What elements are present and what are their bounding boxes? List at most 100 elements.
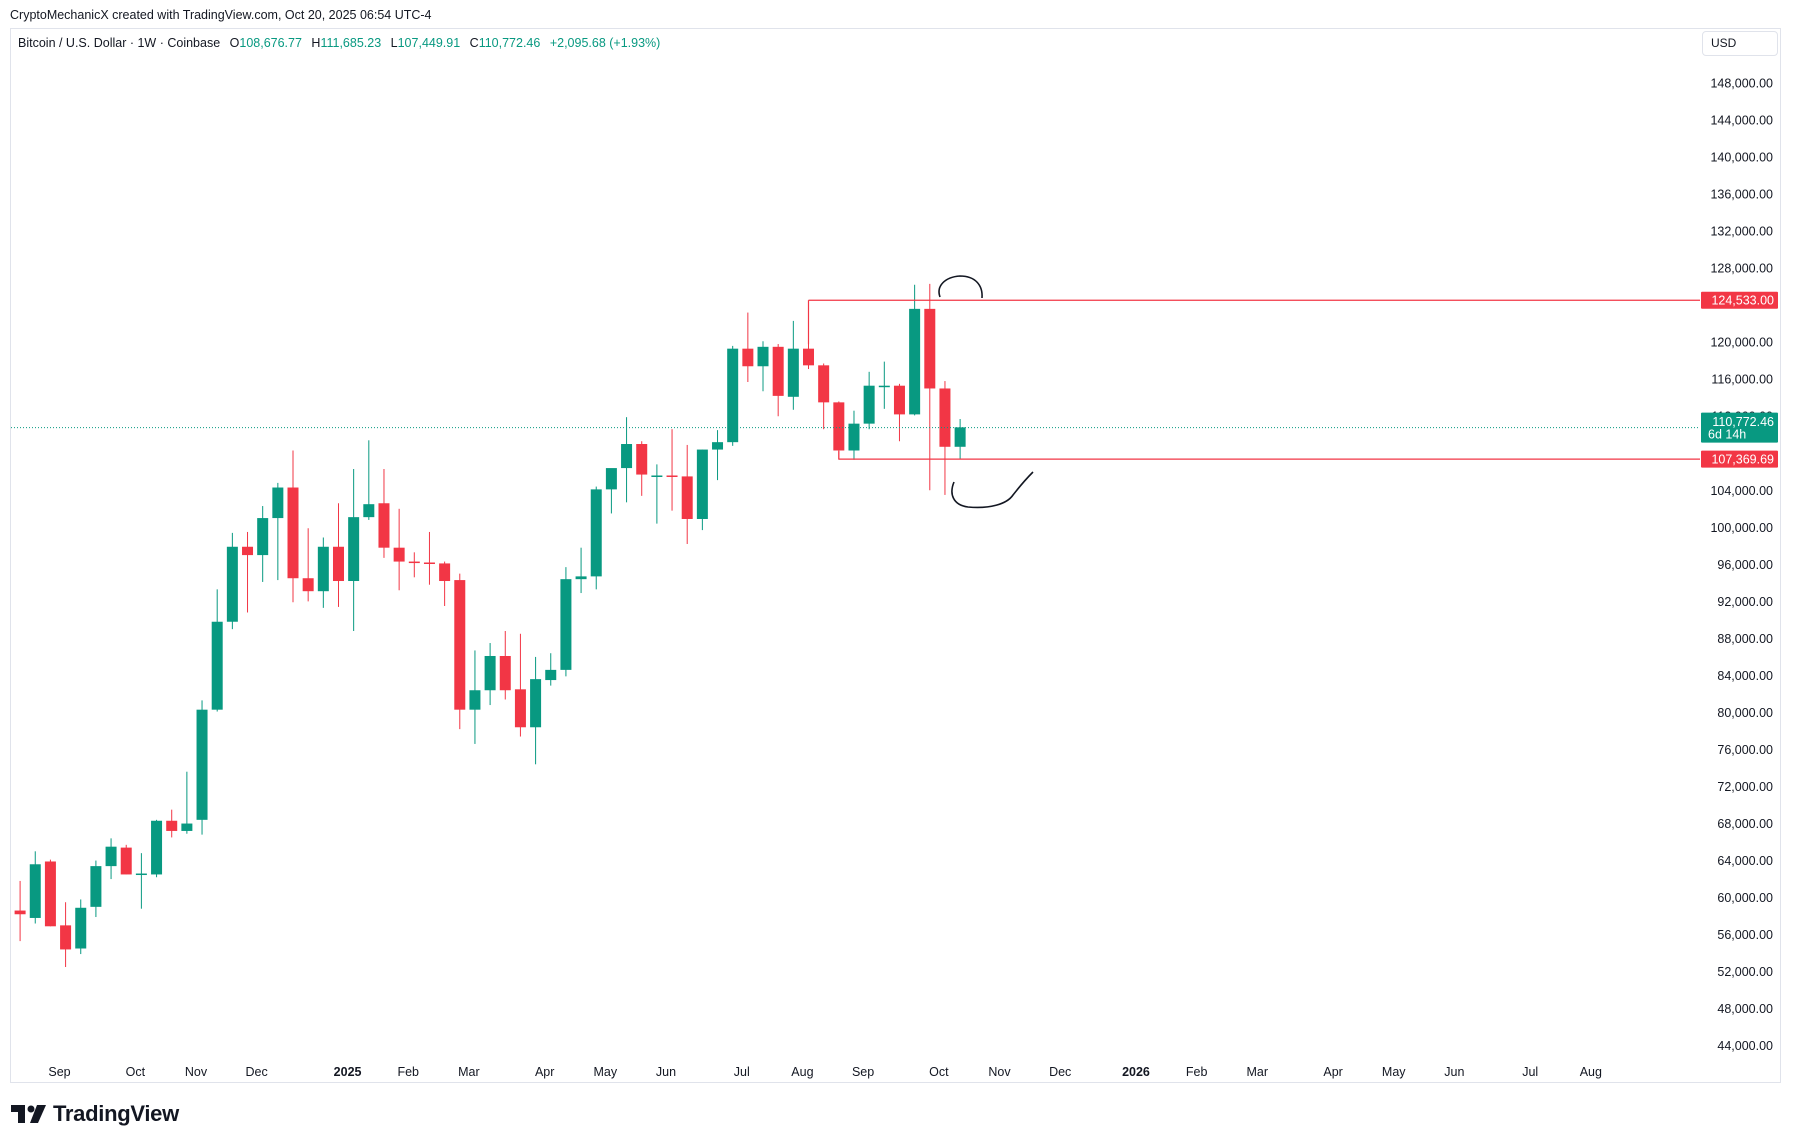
candle-body[interactable] bbox=[818, 365, 830, 403]
time-axis-label: Jul bbox=[734, 1065, 750, 1079]
candle-body[interactable] bbox=[696, 449, 708, 519]
candle-body[interactable] bbox=[560, 579, 572, 670]
tradingview-logo[interactable]: TradingView bbox=[11, 1101, 179, 1127]
candle-body[interactable] bbox=[151, 820, 163, 875]
candle-body[interactable] bbox=[166, 820, 178, 831]
candle-body[interactable] bbox=[302, 578, 314, 592]
time-axis-label: 2026 bbox=[1122, 1065, 1150, 1079]
candle-body[interactable] bbox=[484, 655, 496, 691]
candle-body[interactable] bbox=[530, 679, 542, 728]
time-axis-label: May bbox=[1382, 1065, 1406, 1079]
candle-body[interactable] bbox=[605, 468, 617, 490]
candle-body[interactable] bbox=[242, 546, 254, 556]
candle-body[interactable] bbox=[60, 925, 72, 950]
candle-body[interactable] bbox=[681, 476, 693, 519]
price-axis-label: 96,000.00 bbox=[1717, 558, 1773, 572]
symbol-name[interactable]: Bitcoin / U.S. Dollar · 1W · Coinbase bbox=[18, 36, 221, 50]
candle-body[interactable] bbox=[196, 709, 208, 820]
currency-selector[interactable]: USD bbox=[1702, 31, 1778, 56]
candle-body[interactable] bbox=[636, 444, 648, 475]
time-axis-label: Nov bbox=[185, 1065, 208, 1079]
time-axis-label: Aug bbox=[791, 1065, 813, 1079]
price-axis-label: 140,000.00 bbox=[1710, 151, 1773, 165]
support-price-tag[interactable]: 107,369.69 bbox=[1701, 450, 1778, 468]
time-axis-label: Dec bbox=[246, 1065, 268, 1079]
price-axis-label: 148,000.00 bbox=[1710, 77, 1773, 91]
candle-body[interactable] bbox=[772, 346, 784, 396]
time-axis-label: Feb bbox=[397, 1065, 419, 1079]
candle-body[interactable] bbox=[423, 562, 435, 564]
support-price-tag-bg bbox=[1701, 450, 1778, 468]
candle-body[interactable] bbox=[712, 442, 724, 450]
time-axis-label: Oct bbox=[126, 1065, 146, 1079]
candle-body[interactable] bbox=[848, 423, 860, 451]
candle-body[interactable] bbox=[499, 655, 511, 691]
candle-body[interactable] bbox=[439, 563, 451, 582]
low-value: 107,449.91 bbox=[397, 36, 461, 50]
time-axis-label: Apr bbox=[535, 1065, 554, 1079]
candle-body[interactable] bbox=[666, 475, 678, 477]
candle-body[interactable] bbox=[469, 690, 481, 710]
candle-body[interactable] bbox=[590, 489, 602, 577]
resistance-price-tag-text: 124,533.00 bbox=[1711, 294, 1774, 308]
price-axis-label: 56,000.00 bbox=[1717, 928, 1773, 942]
candle-body[interactable] bbox=[29, 864, 41, 918]
candle-body[interactable] bbox=[621, 444, 633, 469]
candle-body[interactable] bbox=[909, 308, 921, 415]
candle-body[interactable] bbox=[393, 547, 405, 562]
candle-body[interactable] bbox=[742, 348, 754, 367]
candle-body[interactable] bbox=[863, 385, 875, 424]
candle-body[interactable] bbox=[727, 348, 739, 443]
time-axis-label: Mar bbox=[1247, 1065, 1269, 1079]
close-value: 110,772.46 bbox=[478, 36, 541, 50]
candle-body[interactable] bbox=[257, 518, 269, 556]
resistance-price-tag[interactable]: 124,533.00 bbox=[1701, 291, 1778, 309]
candle-body[interactable] bbox=[317, 546, 329, 592]
candle-body[interactable] bbox=[348, 517, 360, 582]
candle-body[interactable] bbox=[833, 402, 845, 451]
time-axis-label: Mar bbox=[458, 1065, 480, 1079]
time-axis-label: 2025 bbox=[334, 1065, 362, 1079]
candle-body[interactable] bbox=[135, 873, 147, 876]
annotation-bottom-bracket bbox=[951, 471, 1034, 509]
candle-body[interactable] bbox=[105, 846, 117, 867]
candle-body[interactable] bbox=[363, 504, 375, 518]
candle-body[interactable] bbox=[120, 847, 132, 875]
candle-body[interactable] bbox=[939, 388, 951, 447]
candle-body[interactable] bbox=[787, 348, 799, 397]
candle-body[interactable] bbox=[332, 546, 344, 582]
candle-body[interactable] bbox=[802, 348, 814, 366]
candle-body[interactable] bbox=[272, 487, 284, 519]
candle-body[interactable] bbox=[651, 475, 663, 477]
candles bbox=[14, 283, 966, 968]
candle-body[interactable] bbox=[44, 861, 56, 927]
candle-body[interactable] bbox=[545, 669, 557, 681]
candle-body[interactable] bbox=[211, 621, 223, 710]
candle-body[interactable] bbox=[226, 546, 238, 622]
price-axis-label: 120,000.00 bbox=[1710, 336, 1773, 350]
price-axis-label: 48,000.00 bbox=[1717, 1002, 1773, 1016]
candle-body[interactable] bbox=[954, 427, 966, 447]
current-price-tag-text: 110,772.46 bbox=[1712, 415, 1774, 429]
candle-body[interactable] bbox=[893, 385, 905, 415]
time-axis-label: Oct bbox=[929, 1065, 949, 1079]
candle-body[interactable] bbox=[181, 823, 193, 831]
candle-body[interactable] bbox=[575, 576, 587, 580]
candle-body[interactable] bbox=[287, 487, 299, 579]
candle-body[interactable] bbox=[75, 907, 87, 949]
symbol-legend[interactable]: Bitcoin / U.S. Dollar · 1W · Coinbase O1… bbox=[18, 36, 666, 50]
candle-body[interactable] bbox=[14, 910, 26, 915]
candle-body[interactable] bbox=[757, 346, 769, 367]
countdown-text: 6d 14h bbox=[1708, 428, 1746, 442]
candle-body[interactable] bbox=[90, 866, 102, 907]
candle-body[interactable] bbox=[878, 385, 890, 388]
open-value: 108,676.77 bbox=[239, 36, 302, 50]
candle-body[interactable] bbox=[454, 580, 466, 710]
candle-body[interactable] bbox=[514, 689, 526, 728]
candle-body[interactable] bbox=[924, 308, 936, 389]
candle-body[interactable] bbox=[378, 503, 390, 548]
candle-body[interactable] bbox=[408, 561, 420, 564]
